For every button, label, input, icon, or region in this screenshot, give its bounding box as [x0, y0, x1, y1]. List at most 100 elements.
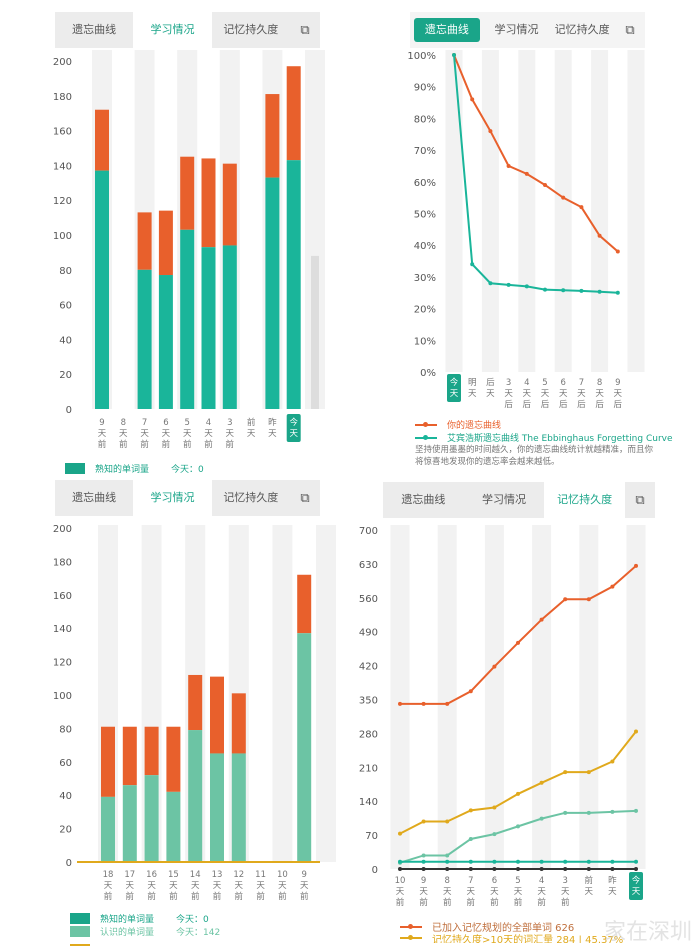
x-tick-label: 9 天前 — [300, 870, 309, 902]
x-tick-label: 16 天前 — [146, 870, 157, 902]
y-tick-label: 10% — [414, 336, 436, 347]
bar-segment-orange — [222, 163, 237, 246]
data-point — [579, 205, 584, 210]
y-tick-label: 200 — [53, 524, 72, 535]
forgetting-note: 坚持使用墨墨的时间越久，你的遗忘曲线统计就越精准，而且你将惊喜地发现你的遗忘率会… — [415, 445, 654, 467]
legend-today: 今天：0 — [171, 465, 204, 475]
column-stripe — [518, 50, 536, 372]
legend-bottom-right: 已加入记忆规划的全部单词 626 记忆持久度>10天的词汇量 284 | 45.… — [400, 920, 623, 943]
tabbar-top-left: 遗忘曲线 学习情况 记忆持久度 ⧉ — [55, 12, 320, 48]
y-tick-label: 60 — [59, 758, 72, 769]
x-tick-label: 7 天后 — [577, 378, 586, 410]
column-stripe — [437, 525, 457, 869]
column-stripe — [305, 50, 325, 409]
today-highlight — [447, 374, 461, 402]
y-tick-label: 90% — [414, 83, 436, 94]
x-tick-label: 3 天前 — [561, 876, 570, 908]
data-point — [524, 284, 529, 289]
tab-study[interactable]: 学习情况 — [133, 480, 212, 516]
data-point — [563, 867, 568, 871]
data-point — [445, 853, 450, 858]
y-tick-label: 80 — [59, 724, 72, 735]
tab-study[interactable]: 学习情况 — [494, 23, 539, 36]
data-point — [492, 832, 497, 837]
legend-swatch — [65, 463, 85, 474]
data-point — [492, 805, 497, 810]
y-tick-label: 100 — [53, 691, 72, 702]
external-link-icon[interactable]: ⧉ — [300, 22, 310, 38]
data-point — [445, 867, 450, 871]
data-point — [539, 780, 544, 785]
tab-persistence[interactable]: 记忆持久度 — [544, 482, 626, 518]
tab-forgetting-curve[interactable]: 遗忘曲线 — [414, 18, 480, 42]
tab-study[interactable]: 学习情况 — [133, 12, 212, 48]
x-tick-label: 昨天 — [268, 417, 277, 439]
bar-segment-orange — [158, 210, 173, 276]
external-link-icon[interactable]: ⧉ — [635, 492, 645, 508]
data-point — [492, 664, 497, 669]
data-point — [634, 859, 638, 864]
tab-persistence[interactable]: 记忆持久度 — [554, 23, 610, 36]
tab-persistence[interactable]: 记忆持久度 — [223, 491, 279, 504]
tab-forgetting-curve[interactable]: 遗忘曲线 — [401, 493, 446, 506]
data-point — [398, 701, 402, 706]
bar-segment-orange — [286, 66, 301, 161]
bar-segment-orange — [297, 574, 312, 634]
data-point — [421, 853, 426, 858]
data-point — [543, 182, 547, 187]
bar-segment-orange — [101, 726, 115, 797]
x-tick-label: 今天 — [289, 417, 298, 439]
external-link-icon[interactable]: ⧉ — [625, 22, 635, 38]
bar-segment-orange — [122, 726, 137, 786]
data-point — [488, 129, 493, 134]
data-point — [468, 836, 473, 841]
tab-forgetting-curve[interactable]: 遗忘曲线 — [72, 491, 117, 504]
today-highlight — [629, 872, 643, 900]
series-line — [400, 565, 637, 705]
data-point — [615, 290, 620, 295]
data-point — [421, 819, 426, 824]
data-point — [563, 859, 568, 864]
x-tick-label: 6 天后 — [559, 378, 568, 410]
data-point — [586, 597, 591, 602]
x-tick-label: 11 天前 — [255, 870, 266, 902]
data-point — [610, 867, 615, 871]
x-tick-label: 7 天前 — [140, 418, 149, 450]
data-point — [516, 867, 520, 871]
column-stripe — [390, 525, 410, 869]
bar-segment-green — [222, 245, 237, 409]
x-tick-label: 12 天前 — [233, 870, 244, 902]
data-point — [398, 867, 402, 871]
data-point — [421, 701, 426, 706]
tab-persistence[interactable]: 记忆持久度 — [223, 23, 279, 36]
x-tick-label: 15 天前 — [168, 870, 179, 902]
data-point — [579, 288, 584, 293]
y-tick-label: 100 — [53, 231, 72, 242]
x-tick-label: 5 天前 — [514, 876, 523, 908]
bar-segment-orange — [210, 676, 224, 754]
data-point — [506, 163, 511, 168]
bar-segment-orange — [231, 693, 246, 754]
data-point — [516, 640, 520, 645]
tab-forgetting-curve[interactable]: 遗忘曲线 — [72, 23, 117, 36]
bar-segment-orange — [201, 158, 216, 248]
data-point — [398, 831, 402, 836]
x-tick-label: 7 天前 — [467, 876, 476, 908]
data-point — [492, 859, 497, 864]
tab-study[interactable]: 学习情况 — [482, 493, 526, 506]
tabbar-top-right: 遗忘曲线 学习情况 记忆持久度 ⧉ — [410, 12, 645, 48]
y-tick-label: 140 — [53, 161, 72, 172]
y-tick-label: 80% — [414, 114, 436, 125]
data-point — [561, 195, 566, 200]
y-tick-label: 40% — [414, 241, 436, 252]
y-tick-label: 120 — [53, 658, 72, 669]
legend-line-marker — [400, 923, 422, 929]
legend-label: 认识的单词量 — [100, 928, 155, 938]
external-link-icon[interactable]: ⧉ — [300, 490, 310, 506]
y-tick-label: 420 — [359, 662, 378, 673]
legend-swatch — [70, 913, 90, 924]
data-point — [516, 824, 520, 829]
x-tick-label: 今天 — [450, 377, 459, 399]
data-point — [634, 808, 638, 813]
data-point — [452, 53, 456, 57]
